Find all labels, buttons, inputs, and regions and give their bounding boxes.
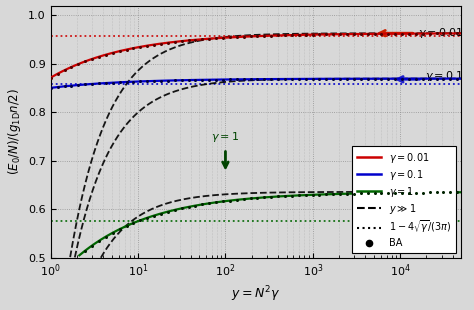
Text: $\gamma = 0.01$: $\gamma = 0.01$ bbox=[418, 26, 464, 40]
X-axis label: $y = N^2\gamma$: $y = N^2\gamma$ bbox=[231, 285, 281, 304]
Text: $\gamma = 1$: $\gamma = 1$ bbox=[211, 130, 239, 144]
Text: $\gamma = 0.1$: $\gamma = 0.1$ bbox=[425, 69, 464, 83]
Legend: $\gamma = 0.01$, $\gamma = 0.1$, $\gamma = 1$, $y \gg 1$, $1-4\sqrt{\gamma}/(3\p: $\gamma = 0.01$, $\gamma = 0.1$, $\gamma… bbox=[352, 146, 456, 253]
Y-axis label: $(E_0/N)/(g_{\mathrm{1D}}n/2)$: $(E_0/N)/(g_{\mathrm{1D}}n/2)$ bbox=[6, 88, 23, 175]
